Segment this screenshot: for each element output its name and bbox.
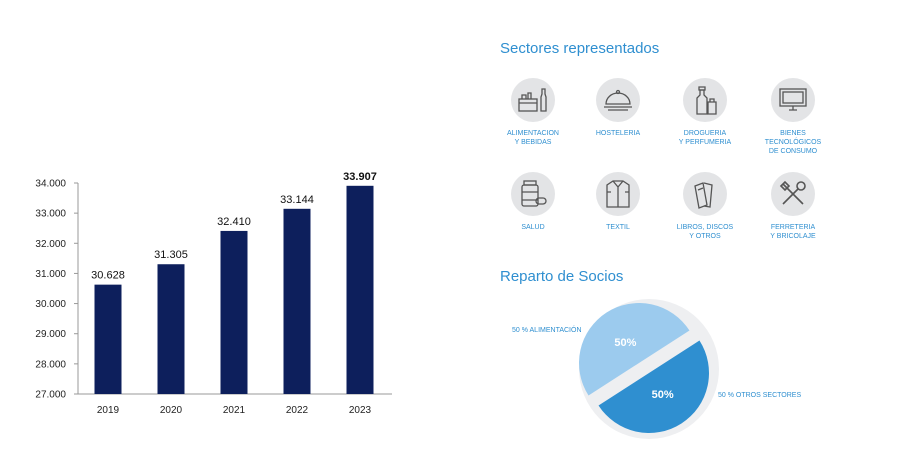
sector-label: HOSTELERIA: [595, 130, 641, 137]
y-tick-label: 27.000: [35, 390, 66, 401]
bar-2020: [157, 264, 185, 394]
sector-salud: SALUD: [488, 172, 578, 232]
pie-chart: 50% 50%: [579, 299, 719, 439]
sector-alimentacion: ALIMENTACION Y BEBIDAS: [488, 78, 578, 147]
shirt-icon: [606, 180, 630, 208]
bar-value-label: 31.305: [154, 249, 188, 261]
tools-icon: [779, 180, 806, 205]
reparto-title: Reparto de Socios: [500, 268, 624, 285]
sector-hosteleria: HOSTELERIA: [573, 78, 663, 138]
books-icon: [694, 182, 713, 209]
bottles-icon: [696, 86, 717, 115]
bar-2023: [346, 185, 374, 394]
y-tick-label: 29.000: [35, 329, 66, 340]
tv-icon: [779, 88, 807, 111]
sector-label: TEXTIL: [606, 224, 630, 231]
sector-textil: TEXTIL: [573, 172, 663, 232]
y-tick-label: 30.000: [35, 299, 66, 310]
bar-value-label: 33.907: [343, 171, 377, 183]
bar-value-label: 30.628: [91, 270, 125, 282]
sector-label: BIENES TECNOLÓGICOS DE CONSUMO: [764, 130, 822, 155]
x-tick-label: 2021: [223, 405, 246, 416]
sector-bienes-tecnologicos: BIENES TECNOLÓGICOS DE CONSUMO: [748, 78, 838, 156]
bar-2022: [283, 208, 311, 394]
bar-value-label: 33.144: [280, 194, 314, 206]
pie-legend-alimentacion: 50 % ALIMENTACIÓN: [512, 327, 582, 334]
sector-label: SALUD: [521, 224, 545, 231]
sector-label: LIBROS, DISCOS Y OTROS: [676, 224, 734, 240]
bar-chart: 27.000 28.000 29.000 30.000 31.000 32.000 33.0…: [35, 171, 392, 416]
bar-value-label: 32.410: [217, 216, 251, 228]
y-tick-label: 34.000: [35, 179, 66, 190]
pie-slice-0: [579, 303, 690, 396]
cloche-icon: [604, 89, 632, 111]
y-tick-label: 28.000: [35, 359, 66, 370]
sector-libros: LIBROS, DISCOS Y OTROS: [660, 172, 750, 241]
sector-label: ALIMENTACION Y BEBIDAS: [507, 130, 559, 146]
y-tick-label: 31.000: [35, 269, 66, 280]
x-tick-label: 2019: [97, 405, 120, 416]
sector-label: DROGUERIA Y PERFUMERIA: [678, 130, 732, 146]
pie-slice-label: 50%: [614, 337, 636, 349]
y-tick-label: 33.000: [35, 209, 66, 220]
sector-ferreteria: FERRETERIA Y BRICOLAJE: [748, 172, 838, 241]
sector-drogueria: DROGUERIA Y PERFUMERIA: [660, 78, 750, 147]
pie-slice-1: [598, 340, 709, 433]
sectores-title: Sectores representados: [500, 40, 660, 57]
x-tick-label: 2023: [349, 405, 372, 416]
bar-2021: [220, 230, 248, 394]
pie-legend-otros: 50 % OTROS SECTORES: [718, 392, 802, 399]
y-tick-label: 32.000: [35, 239, 66, 250]
x-tick-label: 2020: [160, 405, 183, 416]
pill-bottle-icon: [521, 180, 547, 207]
sector-label: FERRETERIA Y BRICOLAJE: [770, 224, 816, 240]
pie-slice-label: 50%: [652, 389, 674, 401]
bar-2019: [94, 284, 122, 394]
food-drinks-icon: [518, 88, 547, 112]
x-tick-label: 2022: [286, 405, 309, 416]
